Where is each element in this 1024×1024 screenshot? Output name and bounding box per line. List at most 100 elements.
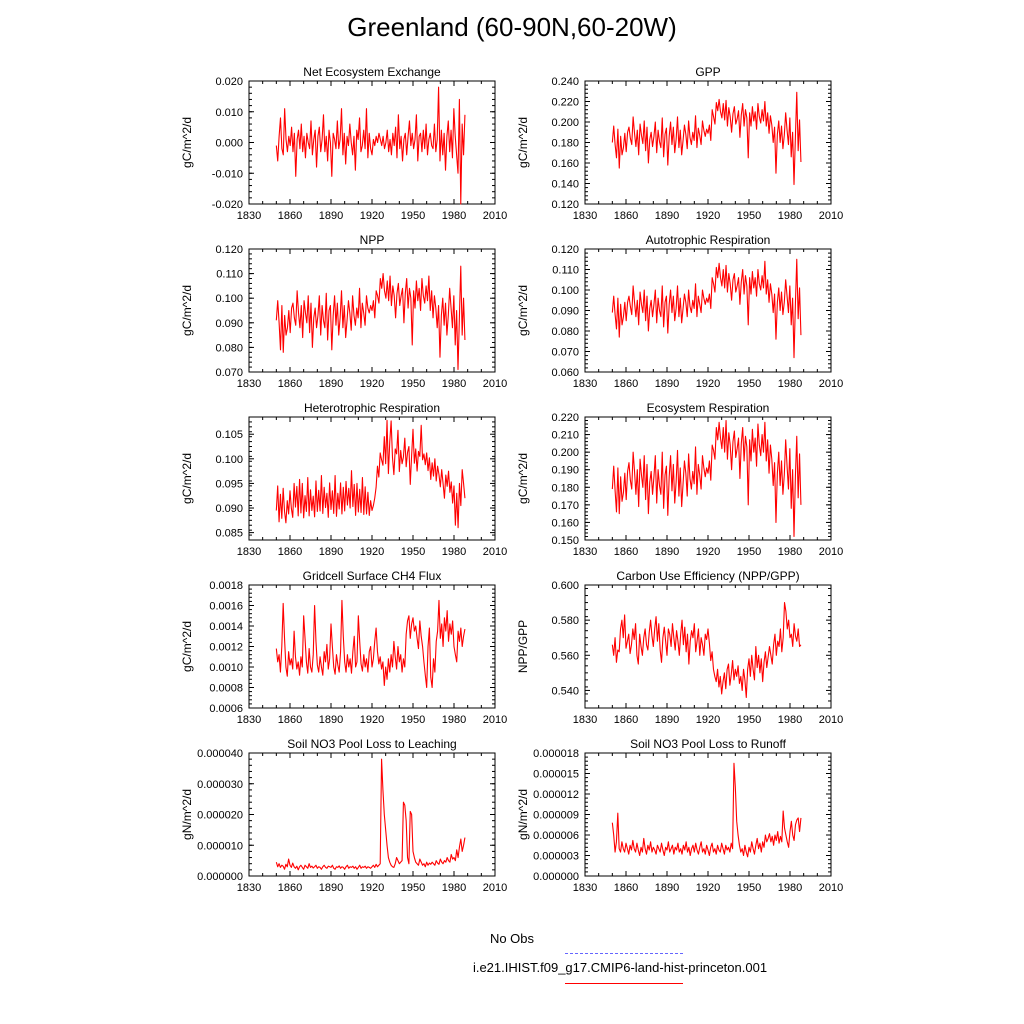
y-tick-label: 0.000006	[533, 830, 579, 842]
y-tick-label: 0.000040	[197, 748, 243, 760]
x-tick-label: 1950	[401, 210, 425, 222]
x-tick-label: 2010	[483, 882, 507, 894]
y-tick-label: 0.000012	[533, 789, 579, 801]
x-tick-label: 1980	[442, 882, 466, 894]
y-tick-label: 0.020	[215, 76, 243, 88]
series-line	[275, 265, 466, 371]
y-tick-label: 0.120	[551, 199, 579, 211]
x-tick-label: 1860	[278, 714, 302, 726]
y-tick-label: 0.100	[215, 454, 243, 466]
x-tick-label: 1980	[442, 546, 466, 558]
series-line	[611, 91, 802, 186]
x-tick-label: 1890	[319, 714, 343, 726]
series-line	[611, 419, 802, 538]
series-line	[611, 258, 802, 359]
x-tick-label: 1890	[655, 882, 679, 894]
y-tick-label: 0.210	[551, 430, 579, 442]
series-line	[275, 86, 466, 205]
y-tick-label: 0.070	[551, 347, 579, 359]
x-tick-label: 1950	[737, 714, 761, 726]
legend-model-label: i.e21.IHIST.f09_g17.CMIP6-land-hist-prin…	[472, 960, 768, 975]
x-tick-label: 1830	[237, 210, 261, 222]
x-tick-label: 1860	[614, 714, 638, 726]
y-tick-label: 0.240	[551, 76, 579, 88]
panel-title: Autotrophic Respiration	[646, 233, 771, 247]
y-tick-label: 0.000009	[533, 810, 579, 822]
x-tick-label: 1950	[737, 546, 761, 558]
y-axis-label: gC/m^2/d	[180, 453, 194, 504]
legend-obs-line	[565, 953, 683, 954]
x-tick-label: 1920	[696, 546, 720, 558]
x-tick-label: 1890	[319, 546, 343, 558]
series-line	[611, 602, 802, 699]
plot-frame	[584, 80, 832, 205]
y-tick-label: 0.540	[551, 685, 579, 697]
panel-7: Gridcell Surface CH4 Flux gC/m^2/d 1830 186…	[180, 569, 507, 726]
y-tick-label: 0.000030	[197, 779, 243, 791]
y-tick-label: 0.560	[551, 650, 579, 662]
y-tick-label: 0.060	[551, 367, 579, 379]
x-tick-label: 1920	[696, 882, 720, 894]
x-tick-label: 1980	[778, 546, 802, 558]
y-tick-label: 0.090	[215, 503, 243, 515]
x-tick-label: 2010	[819, 714, 843, 726]
x-tick-label: 1830	[573, 210, 597, 222]
x-tick-label: 1950	[401, 546, 425, 558]
y-tick-label: 0.0010	[209, 662, 243, 674]
x-tick-label: 1980	[442, 714, 466, 726]
panel-title: GPP	[695, 65, 720, 79]
y-tick-label: 0.085	[215, 528, 243, 540]
y-axis-label: gC/m^2/d	[180, 285, 194, 336]
series-line	[611, 762, 802, 858]
y-tick-label: 0.000003	[533, 851, 579, 863]
y-tick-label: 0.200	[551, 447, 579, 459]
x-tick-label: 1830	[573, 714, 597, 726]
x-tick-label: 1920	[360, 210, 384, 222]
y-tick-label: 0.160	[551, 517, 579, 529]
x-tick-label: 1980	[442, 210, 466, 222]
y-tick-label: 0.220	[551, 97, 579, 109]
panel-2: GPP gC/m^2/d 1830 1860 1890 1920 1950 1980 2010 0…	[516, 65, 843, 222]
x-tick-label: 1980	[778, 882, 802, 894]
x-tick-label: 1950	[737, 378, 761, 390]
y-tick-label: 0.0006	[209, 703, 243, 715]
y-tick-label: 0.080	[551, 326, 579, 338]
y-tick-label: 0.0016	[209, 601, 243, 613]
y-tick-label: 0.0014	[209, 621, 243, 633]
panel-title: Soil NO3 Pool Loss to Runoff	[630, 737, 787, 751]
x-tick-label: 1860	[614, 378, 638, 390]
series-line	[275, 419, 466, 529]
x-tick-label: 1860	[614, 210, 638, 222]
x-tick-label: 2010	[819, 378, 843, 390]
x-tick-label: 1830	[573, 378, 597, 390]
y-tick-label: 0.090	[215, 318, 243, 330]
y-tick-label: 0.000018	[533, 748, 579, 760]
y-tick-label: 0.090	[551, 306, 579, 318]
y-tick-label: 0.0018	[209, 580, 243, 592]
x-tick-label: 2010	[483, 378, 507, 390]
x-tick-label: 2010	[483, 546, 507, 558]
plot-frame	[584, 752, 832, 877]
y-tick-label: 0.080	[215, 342, 243, 354]
series-line	[275, 758, 466, 871]
legend-obs-label: No Obs	[489, 931, 535, 946]
x-tick-label: 1860	[278, 882, 302, 894]
x-tick-label: 1920	[360, 378, 384, 390]
x-tick-label: 1920	[696, 210, 720, 222]
y-tick-label: 0.110	[216, 269, 243, 281]
y-tick-label: 0.170	[551, 500, 579, 512]
x-tick-label: 1980	[442, 378, 466, 390]
x-tick-label: 2010	[483, 210, 507, 222]
x-tick-label: 1860	[278, 378, 302, 390]
y-tick-label: 0.120	[551, 244, 579, 256]
panel-title: NPP	[360, 233, 385, 247]
y-tick-label: 0.010	[215, 107, 243, 119]
x-tick-label: 1890	[655, 714, 679, 726]
x-tick-label: 1950	[737, 882, 761, 894]
x-tick-label: 1860	[614, 882, 638, 894]
x-tick-label: 1860	[614, 546, 638, 558]
x-tick-label: 1980	[778, 378, 802, 390]
x-tick-label: 2010	[483, 714, 507, 726]
x-tick-label: 1920	[360, 882, 384, 894]
y-tick-label: 0.200	[551, 117, 579, 129]
